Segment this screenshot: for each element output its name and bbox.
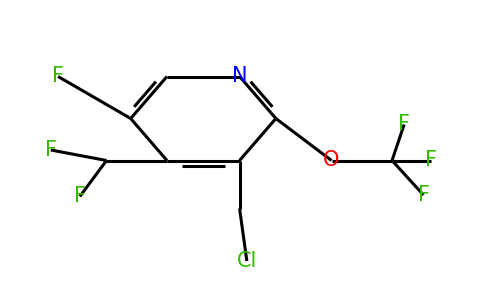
Text: F: F: [74, 187, 86, 206]
Text: F: F: [45, 140, 57, 160]
Text: Cl: Cl: [237, 251, 257, 271]
Text: F: F: [418, 185, 429, 205]
Text: O: O: [323, 151, 340, 170]
Text: N: N: [232, 67, 247, 86]
Text: F: F: [425, 151, 437, 170]
Text: F: F: [52, 67, 64, 86]
Text: F: F: [398, 115, 410, 134]
